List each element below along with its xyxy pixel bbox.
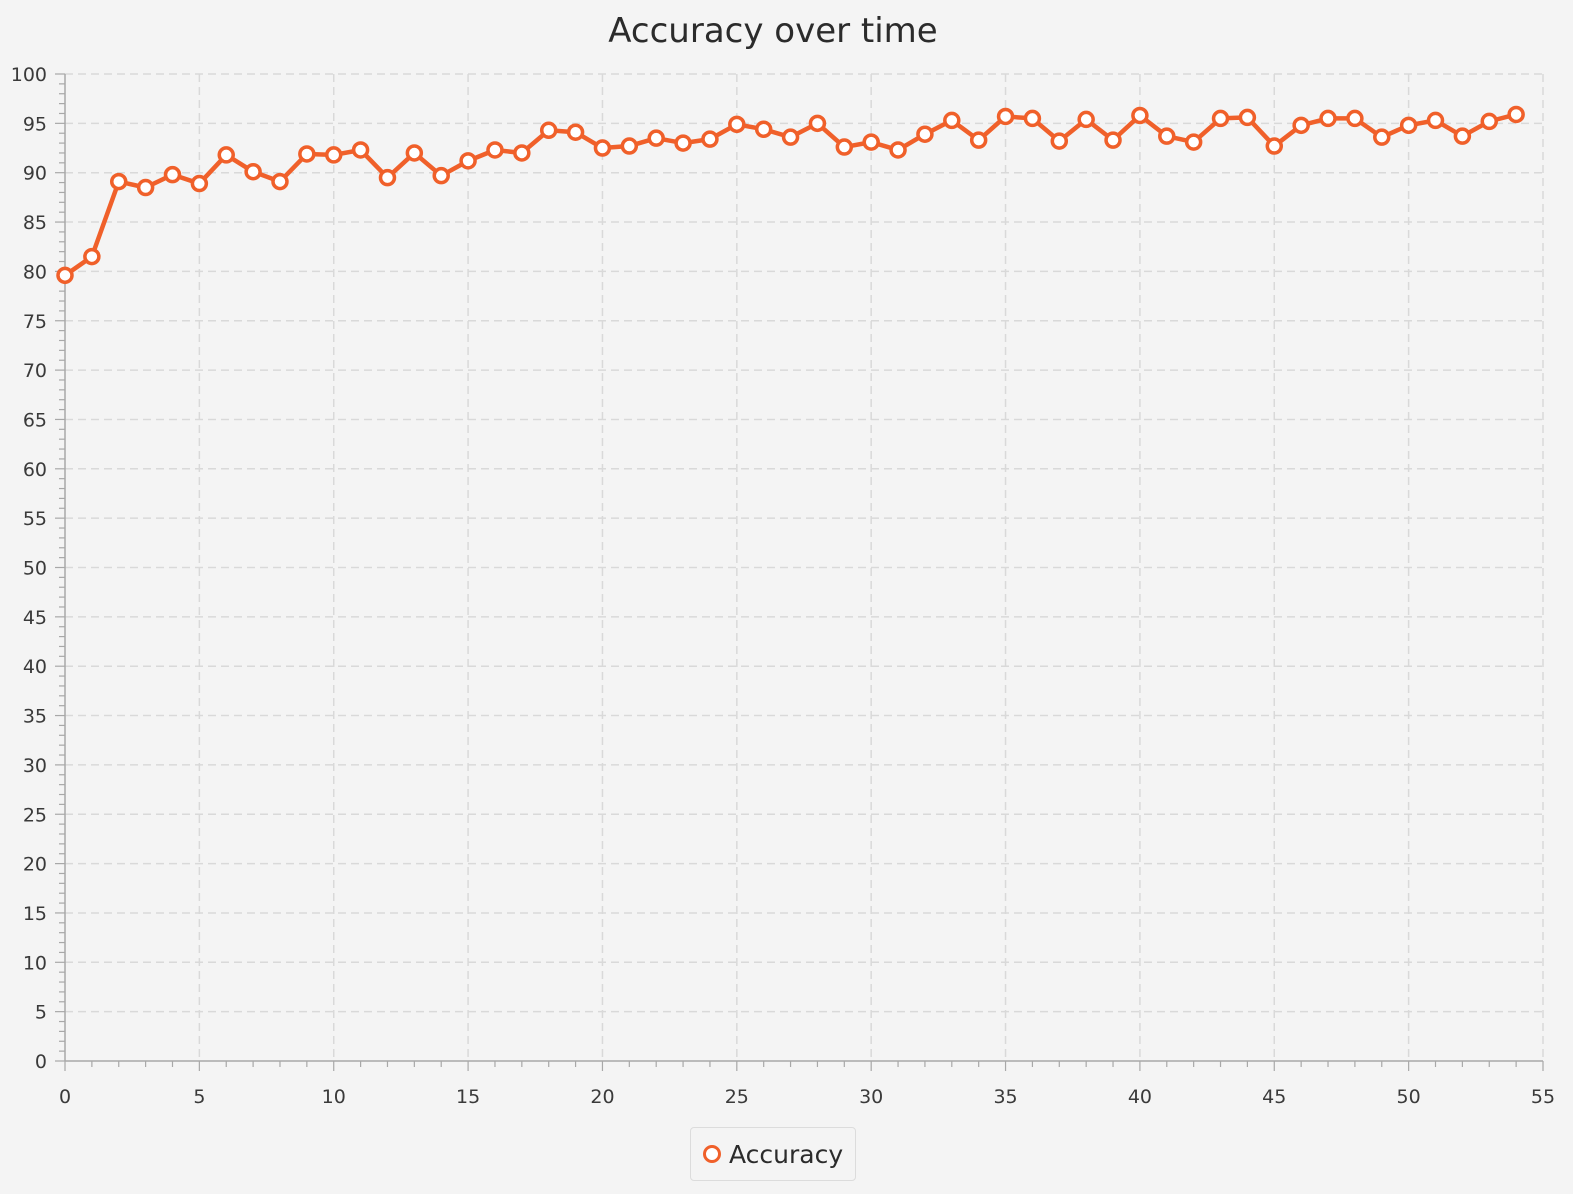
y-tick-label: 65	[23, 409, 47, 431]
data-point	[405, 144, 424, 162]
y-tick-label: 80	[23, 261, 47, 283]
x-tick-label: 30	[859, 1086, 883, 1108]
data-point	[647, 129, 665, 147]
data-point	[1373, 128, 1391, 146]
data-point	[593, 139, 612, 157]
data-point	[513, 144, 531, 162]
series-layer	[56, 105, 1525, 285]
data-point	[1104, 131, 1122, 149]
x-tick-label: 55	[1531, 1086, 1555, 1108]
data-point	[969, 131, 988, 149]
grid-lines	[65, 73, 1544, 1061]
chart-title: Accuracy over time	[608, 11, 937, 51]
x-tick-label: 20	[590, 1086, 614, 1108]
data-point	[486, 141, 504, 159]
data-point	[566, 123, 585, 141]
y-tick-label: 45	[23, 607, 47, 629]
data-point	[1426, 111, 1445, 130]
data-point	[728, 115, 746, 134]
y-tick-label: 90	[23, 163, 47, 185]
data-point	[163, 165, 182, 184]
y-tick-label: 25	[23, 804, 47, 826]
x-tick-label: 45	[1262, 1086, 1286, 1108]
data-point	[1050, 132, 1069, 150]
y-tick-label: 5	[35, 1002, 47, 1024]
data-point	[1480, 112, 1499, 131]
data-point	[432, 166, 450, 185]
data-point	[674, 134, 692, 152]
data-point	[1158, 127, 1176, 145]
data-point	[862, 133, 880, 151]
data-point	[1077, 110, 1095, 129]
y-tick-label: 55	[23, 508, 47, 530]
y-tick-label: 20	[23, 854, 47, 876]
data-point	[1238, 108, 1257, 127]
data-point	[83, 247, 101, 266]
data-point	[1319, 109, 1337, 128]
legend-label: Accuracy	[729, 1139, 844, 1169]
y-tick-label: 100	[11, 64, 47, 86]
data-point	[701, 130, 719, 148]
y-tick-label: 60	[23, 459, 47, 481]
data-point	[539, 121, 558, 140]
y-tick-label: 50	[23, 558, 47, 580]
data-point	[190, 174, 209, 193]
data-point	[378, 168, 397, 187]
y-tick-label: 0	[35, 1051, 47, 1073]
data-point	[1292, 116, 1310, 135]
data-point	[781, 128, 800, 146]
data-point	[996, 107, 1015, 126]
y-tick-label: 10	[23, 952, 47, 974]
y-tick-label: 95	[23, 113, 47, 135]
x-tick-label: 35	[993, 1086, 1017, 1108]
y-tick-label: 75	[23, 311, 47, 333]
data-point	[298, 145, 316, 163]
legend-marker-icon	[703, 1145, 721, 1163]
data-point	[889, 141, 907, 159]
data-point	[351, 141, 370, 159]
x-tick-label: 15	[456, 1086, 480, 1108]
axes: 0510152025303540455055606570758085909510…	[11, 64, 1555, 1108]
data-point	[244, 162, 262, 181]
y-tick-label: 30	[23, 755, 47, 777]
y-tick-label: 15	[23, 903, 47, 925]
data-point	[1507, 105, 1525, 124]
y-tick-label: 35	[23, 706, 47, 728]
x-tick-label: 10	[322, 1086, 346, 1108]
data-point	[1023, 109, 1042, 128]
data-point	[217, 146, 235, 164]
x-tick-label: 40	[1128, 1086, 1152, 1108]
data-point	[136, 178, 155, 197]
data-point	[109, 172, 128, 191]
data-point	[1211, 109, 1230, 128]
data-point	[620, 137, 639, 155]
x-tick-label: 0	[59, 1086, 71, 1108]
data-point	[1453, 127, 1472, 145]
x-tick-label: 25	[725, 1086, 749, 1108]
data-point	[324, 146, 343, 164]
data-point	[1131, 106, 1149, 125]
data-point	[808, 114, 827, 133]
data-point	[835, 138, 854, 156]
data-point	[943, 111, 961, 130]
y-tick-label: 70	[23, 360, 47, 382]
data-point	[459, 152, 477, 170]
data-point	[1346, 109, 1364, 128]
data-point	[1184, 133, 1203, 151]
y-tick-label: 85	[23, 212, 47, 234]
x-tick-label: 5	[193, 1086, 205, 1108]
data-point	[916, 125, 934, 143]
data-point	[754, 120, 773, 139]
data-point	[1399, 116, 1418, 135]
legend: Accuracy	[690, 1127, 857, 1181]
x-tick-label: 50	[1397, 1086, 1421, 1108]
data-point	[271, 172, 289, 191]
data-point	[1265, 137, 1284, 155]
data-point	[56, 266, 74, 285]
y-tick-label: 40	[23, 656, 47, 678]
